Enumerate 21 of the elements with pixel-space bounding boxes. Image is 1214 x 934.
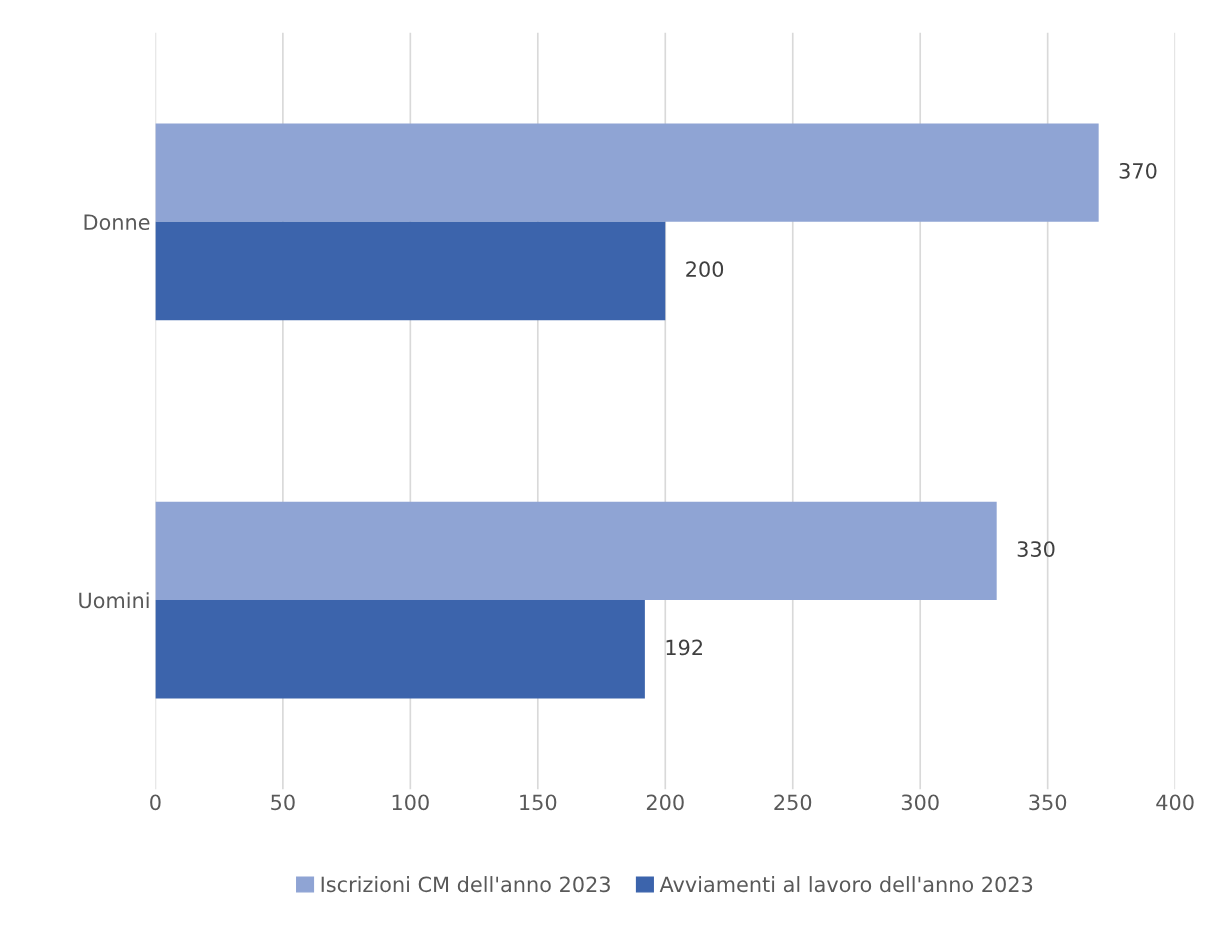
bar bbox=[155, 600, 645, 699]
bar bbox=[155, 501, 997, 601]
x-tick-label: 250 bbox=[774, 794, 812, 811]
data-label: 200 bbox=[686, 261, 724, 278]
x-tick-label: 0 bbox=[150, 794, 161, 811]
data-label: 370 bbox=[1119, 162, 1157, 179]
x-tick-label: 150 bbox=[520, 794, 557, 811]
legend-label: Iscrizioni CM dell'anno 2023 bbox=[321, 876, 610, 893]
y-tick-label: Uomini bbox=[79, 592, 149, 609]
legend-label: Avviamenti al lavoro dell'anno 2023 bbox=[659, 876, 1033, 893]
y-tick-label: Donne bbox=[84, 214, 150, 231]
data-label: 192 bbox=[666, 639, 702, 656]
x-tick-label: 100 bbox=[392, 794, 429, 811]
data-label: 330 bbox=[1017, 541, 1055, 557]
x-tick-label: 300 bbox=[901, 794, 939, 811]
x-tick-label: 400 bbox=[1156, 794, 1194, 811]
x-tick-label: 50 bbox=[271, 794, 295, 811]
x-tick-label: 350 bbox=[1029, 794, 1067, 811]
x-tick-label: 200 bbox=[646, 794, 684, 811]
bar bbox=[155, 221, 666, 321]
bar bbox=[155, 123, 1099, 222]
